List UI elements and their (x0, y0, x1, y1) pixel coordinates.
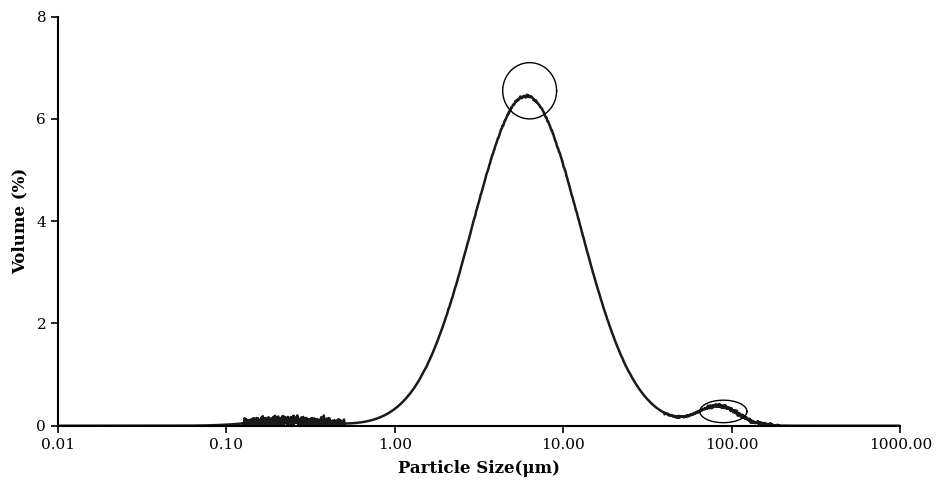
Y-axis label: Volume (%): Volume (%) (11, 168, 28, 274)
X-axis label: Particle Size(μm): Particle Size(μm) (398, 460, 560, 477)
